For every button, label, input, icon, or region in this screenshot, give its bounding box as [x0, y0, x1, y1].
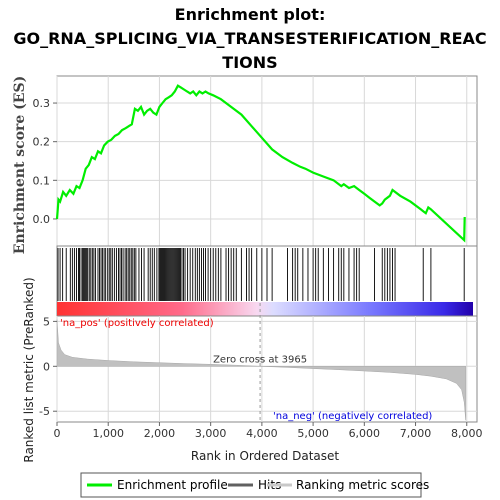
es-gridlines [56, 76, 477, 246]
es-y-axis-label: Enrichment score (ES) [12, 76, 28, 254]
x-tick-label: 0 [54, 427, 61, 440]
legend-label-enrichment-profile: Enrichment profile [117, 478, 228, 492]
ranked-y-axis-label: Ranked list metric (PreRanked) [22, 277, 36, 462]
es-y-tick-label: 0.2 [33, 136, 51, 149]
x-axis-ticks: 0 1,000 2,000 3,000 4,000 5,000 6,000 7,000 8,00… [54, 422, 483, 440]
x-tick-label: 6,000 [349, 427, 381, 440]
neg-correlated-label: 'na_neg' (negatively correlated) [273, 411, 432, 422]
es-y-tick-label: 0.0 [33, 213, 51, 226]
x-tick-label: 4,000 [246, 427, 278, 440]
es-y-tick-label: 0.3 [33, 97, 51, 110]
ranking-metric-area [56, 319, 466, 421]
zero-cross-label: Zero cross at 3965 [213, 354, 307, 365]
x-tick-label: 1,000 [92, 427, 124, 440]
x-tick-label: 8,000 [451, 427, 483, 440]
x-tick-label: 5,000 [297, 427, 329, 440]
chart-title-line-1: Enrichment plot: [175, 5, 326, 24]
legend-label-ranking-metric: Ranking metric scores [296, 478, 429, 492]
ranked-y-tick-label: -5 [39, 405, 50, 418]
chart-title-line-3: TIONS [222, 53, 277, 72]
rank-color-bar [57, 302, 473, 316]
es-y-ticks: 0.0 0.1 0.2 0.3 [33, 97, 57, 226]
ranked-y-tick-label: 0 [43, 360, 50, 373]
pos-correlated-label: 'na_pos' (positively correlated) [60, 318, 214, 329]
es-panel-frame [56, 75, 478, 247]
ranked-y-tick-label: 5 [43, 315, 50, 328]
enrichment-profile-line [55, 84, 466, 243]
x-tick-label: 7,000 [400, 427, 432, 440]
x-tick-label: 3,000 [195, 427, 227, 440]
x-axis-label: Rank in Ordered Dataset [191, 449, 339, 463]
hit-marks [57, 248, 465, 301]
ranked-y-ticks: -5 0 5 [39, 315, 57, 418]
x-tick-label: 2,000 [144, 427, 176, 440]
chart-title-line-2: GO_RNA_SPLICING_VIA_TRANSESTERIFICATION_… [13, 29, 486, 48]
es-y-tick-label: 0.1 [33, 174, 51, 187]
